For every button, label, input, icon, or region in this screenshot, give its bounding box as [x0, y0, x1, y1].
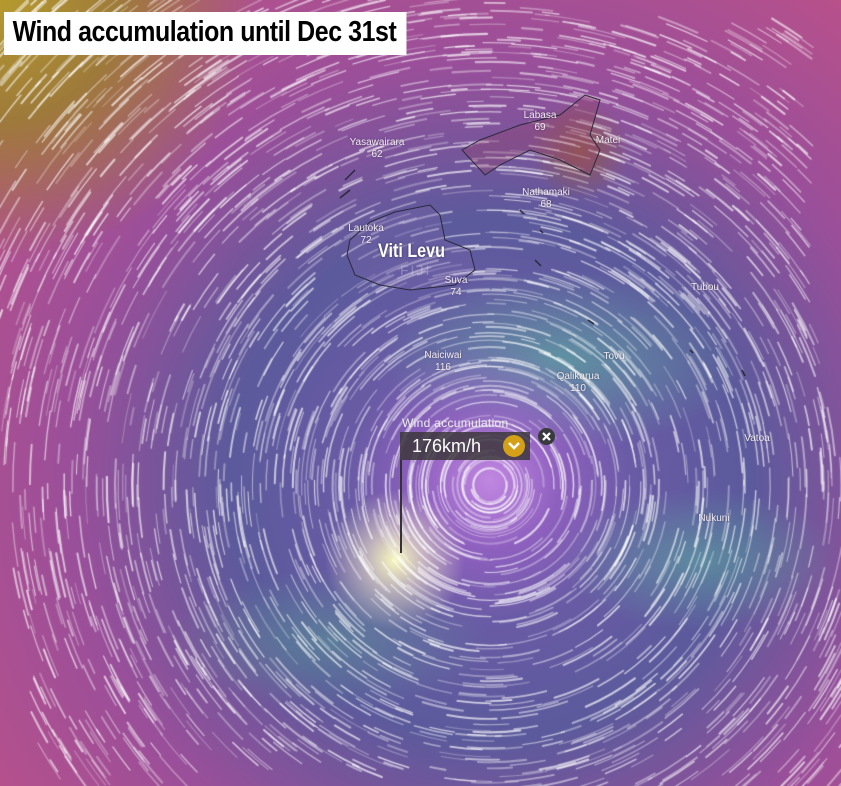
chevron-down-icon[interactable] [503, 435, 525, 457]
city-label[interactable]: Nukuni [698, 513, 729, 525]
city-value: 74 [450, 287, 462, 298]
city-name: Nathamaki [522, 187, 570, 198]
country-label: FIJI [400, 262, 432, 278]
popup-label: Wind accumulation [402, 416, 509, 430]
city-name: Matei [595, 135, 621, 146]
city-label[interactable]: Nathamaki 68 [522, 187, 570, 211]
city-label[interactable]: Qalikarua 110 [557, 371, 600, 395]
city-label[interactable]: Tovu [603, 351, 624, 363]
city-value: 68 [540, 199, 552, 210]
city-name: Suva [444, 275, 468, 286]
popup-pointer [400, 460, 402, 553]
city-value: 62 [371, 149, 383, 160]
city-label[interactable]: Vatoa [744, 433, 769, 445]
city-value: 116 [435, 362, 451, 373]
city-label[interactable]: Suva 74 [445, 275, 468, 299]
city-label[interactable]: Naiciwai 116 [424, 350, 461, 374]
city-label[interactable]: Yasawairara 62 [350, 137, 405, 161]
popup-value: 176km/h [412, 436, 482, 456]
city-name: Labasa [523, 110, 557, 121]
wind-popup[interactable]: 176km/h [400, 432, 530, 460]
city-name: Vatoa [744, 433, 770, 444]
page-title: Wind accumulation until Dec 31st [4, 12, 407, 55]
city-value: 72 [360, 235, 372, 246]
region-label: Viti Levu [378, 241, 446, 262]
city-label[interactable]: Labasa 69 [524, 110, 557, 134]
city-label[interactable]: Matei [596, 135, 620, 147]
city-name: Yasawairara [349, 137, 405, 148]
city-label[interactable]: Tubou [691, 282, 719, 294]
city-label[interactable]: Lautoka 72 [348, 223, 384, 247]
city-name: Qalikarua [556, 371, 600, 382]
city-name: Naiciwai [424, 350, 462, 361]
city-name: Lautoka [348, 223, 384, 234]
city-name: Tovu [603, 351, 625, 362]
city-name: Nukuni [698, 513, 730, 524]
city-value: 110 [570, 383, 586, 394]
city-value: 69 [534, 122, 546, 133]
city-name: Tubou [691, 282, 719, 293]
close-icon[interactable] [538, 428, 555, 445]
